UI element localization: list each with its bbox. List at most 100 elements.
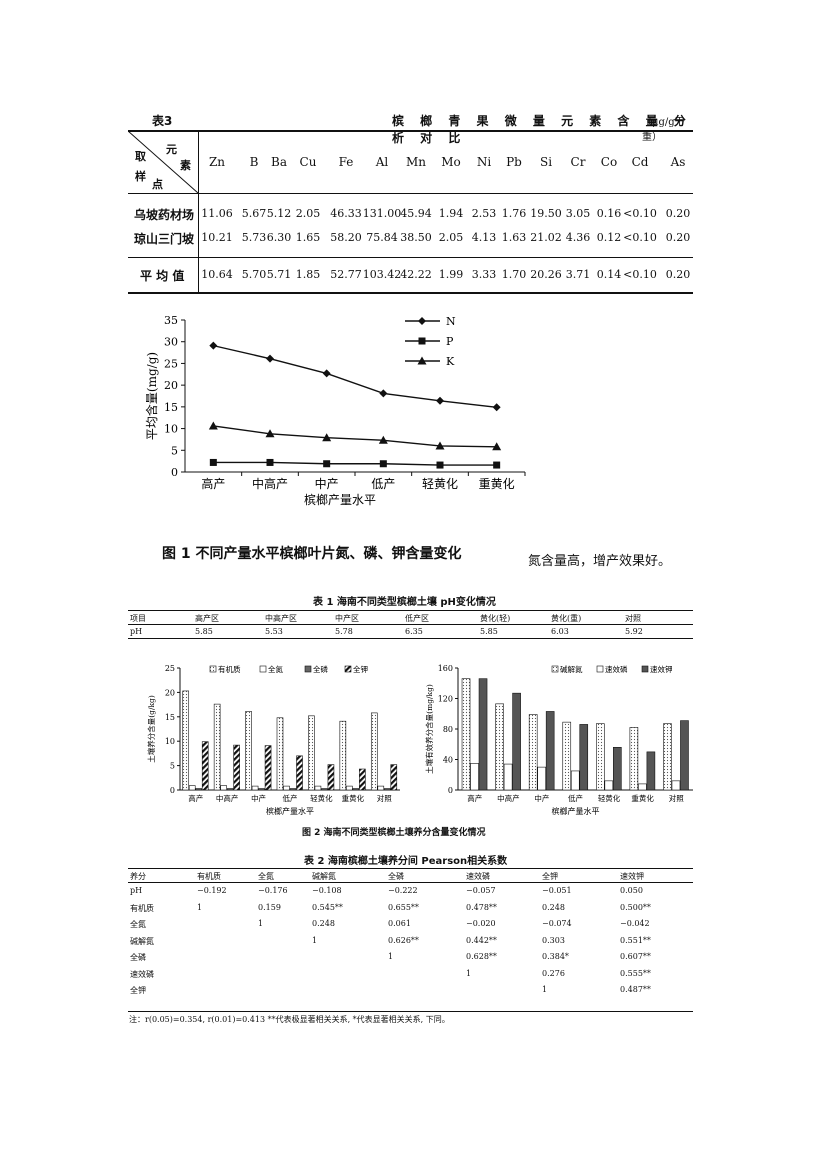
table3-mean-cell: 20.26: [530, 268, 562, 281]
legend-label: 全钾: [353, 664, 368, 674]
table2-header-cell: 速效钾: [620, 872, 644, 881]
table3-mean-label: 平 均 值: [140, 269, 185, 283]
table1-bottom-rule: [128, 638, 693, 639]
x-tick-label: 重黄化: [479, 477, 515, 491]
table3-cell: 6.30: [266, 231, 292, 244]
series-line-N: [213, 344, 497, 408]
bar-碱解氮: [495, 703, 504, 791]
y-tick-label: 15: [165, 713, 175, 722]
table1-header-cell: 项目: [130, 614, 146, 623]
data-point-P: [493, 461, 501, 469]
data-point-P: [266, 458, 274, 466]
table3-col-header: Co: [600, 155, 618, 169]
table3-cell: 11.06: [201, 207, 233, 220]
bar-有机质: [370, 712, 378, 791]
bar-速效钾: [512, 692, 521, 791]
table2-cell: 1: [388, 952, 394, 961]
table2-header-cell: 全钾: [542, 872, 558, 881]
table3-col-header: B: [249, 155, 259, 169]
table2-cell: 0.655**: [388, 902, 419, 912]
data-point-K: [208, 421, 218, 430]
x-tick-label: 高产: [201, 476, 225, 491]
table2-cell: 1: [542, 985, 548, 994]
table3-mean-cell: 0.14: [596, 268, 622, 281]
table3-cell: 4.36: [565, 231, 591, 244]
table2-cell: 全磷: [130, 953, 146, 962]
table2-cell: −0.042: [620, 919, 650, 928]
table1-cell: 5.92: [625, 627, 643, 636]
table3-col-header: Cr: [570, 155, 586, 169]
table2-cell: 有机质: [130, 903, 154, 913]
table2-header-cell: 碱解氮: [312, 872, 336, 881]
table3-mean-cell: 0.20: [665, 268, 691, 281]
table3-col-header: Al: [375, 155, 389, 169]
legend-swatch: [344, 665, 352, 673]
x-tick-label: 低产: [371, 477, 395, 491]
x-tick-label: 高产: [188, 793, 203, 803]
x-axis-label: 槟榔产量水平: [266, 806, 314, 816]
table3-corner-diagonal: [128, 131, 199, 193]
bar-全磷: [383, 788, 391, 791]
table3-cell: 19.50: [530, 207, 562, 220]
bar-全磷: [321, 788, 328, 791]
table2-cell: −0.020: [466, 919, 496, 928]
table3-mean-cell: 42.22: [400, 268, 432, 281]
table3-col-rule: [198, 130, 199, 293]
figure2-caption: 图 2 海南不同类型槟榔土壤养分含量变化情况: [302, 828, 486, 838]
table2-cell: 0.545**: [312, 902, 343, 912]
legend-label: 速效钾: [650, 664, 673, 674]
legend-swatch: [209, 665, 217, 673]
bar-有机质: [339, 720, 347, 791]
data-point-N: [322, 369, 331, 378]
table3-mean-cell: 5.70: [241, 268, 267, 281]
table3-cell: 2.05: [438, 231, 464, 244]
table3-col-header: Mn: [405, 155, 426, 169]
y-tick-label: 0: [448, 786, 453, 795]
data-point-N: [266, 354, 274, 363]
table3-mean-cell: 1.85: [295, 268, 321, 281]
table2-header-rule: [128, 882, 693, 883]
bar-碱解氮: [528, 714, 538, 791]
bar-碱解氮: [461, 678, 471, 791]
bar-速效钾: [646, 751, 656, 791]
table2-cell: −0.176: [258, 886, 288, 895]
legend-label: K: [446, 355, 455, 368]
table3-mean-cell: 52.77: [330, 268, 362, 281]
table3-col-header: Cd: [631, 155, 649, 169]
table3-corner-top2: 素: [180, 159, 191, 172]
table2-cell: 碱解氮: [130, 936, 154, 946]
table1-cell: 5.85: [480, 627, 498, 636]
x-tick-label: 重黄化: [631, 793, 654, 803]
legend-label: 速效磷: [605, 664, 628, 674]
table1-header-cell: 中高产区: [265, 614, 297, 623]
y-tick-label: 25: [165, 664, 175, 673]
table1-header-cell: 黄化(重): [551, 614, 582, 623]
table3-mean-cell: 10.64: [201, 268, 233, 281]
table3-col-header: Pb: [506, 155, 522, 169]
table3-cell: 10.21: [201, 231, 233, 244]
bar-速效钾: [478, 678, 488, 791]
table2-header-cell: 养分: [130, 872, 146, 881]
table3-col-header: Mo: [441, 155, 461, 169]
bar-全钾: [390, 764, 398, 791]
data-point-P: [209, 458, 217, 466]
bar-全氮: [314, 785, 322, 791]
table2-cell: 0.248: [542, 902, 565, 912]
table1-cell: 5.53: [265, 627, 283, 636]
y-tick-label: 0: [170, 786, 175, 795]
table2-cell: 0.442**: [466, 935, 497, 945]
legend-swatch: [304, 665, 312, 673]
legend-swatch: [641, 665, 649, 673]
x-tick-label: 轻黄化: [310, 793, 333, 803]
y-axis-label: 土壤养分含量(g/kg): [146, 695, 156, 763]
legend-marker: [417, 356, 427, 365]
table2-cell: 0.628**: [466, 952, 497, 961]
table3-col-header: Zn: [208, 155, 226, 169]
table1-cell: pH: [130, 627, 143, 636]
legend-label: N: [446, 315, 456, 328]
table2-cell: 0.303: [542, 935, 565, 945]
table2-cell: −0.057: [466, 886, 496, 895]
legend-label: 全磷: [313, 664, 328, 674]
x-tick-label: 中产: [315, 476, 339, 491]
